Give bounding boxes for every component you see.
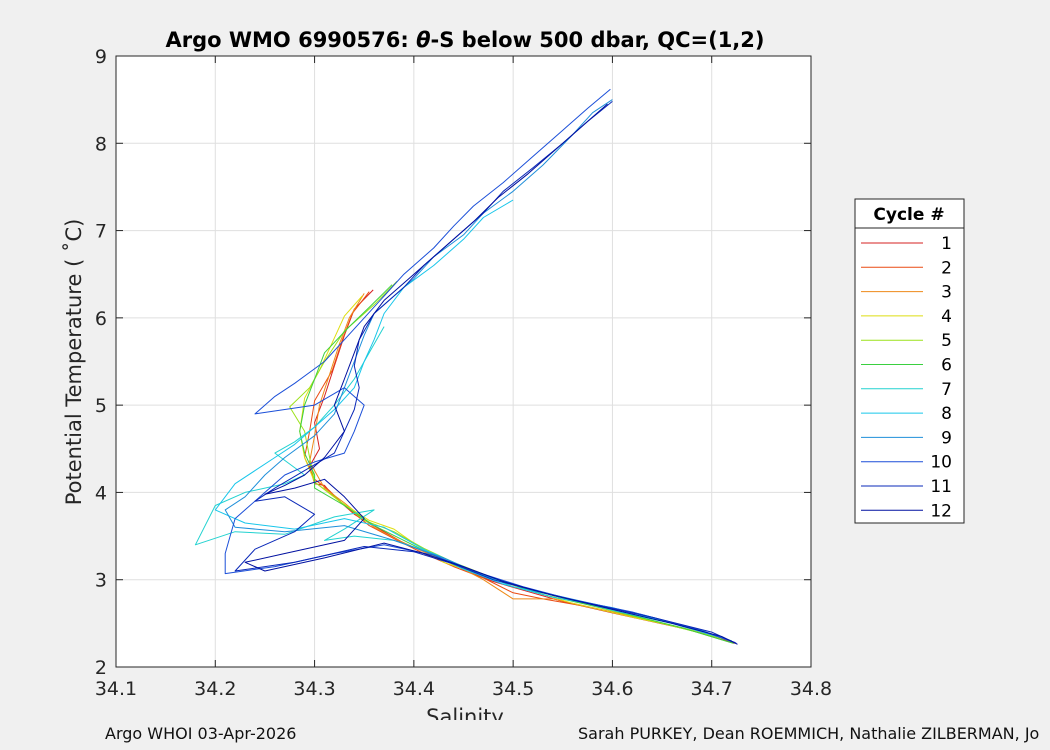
chart-title: Argo WMO 6990576: θ-S below 500 dbar, QC… [165,28,764,52]
footer-left-text: Argo WHOI 03-Apr-2026 [105,724,297,743]
legend-label: 4 [941,307,952,327]
y-tick-label: 5 [95,395,107,417]
legend-title: Cycle # [873,205,944,225]
x-tick-label: 34.7 [691,678,733,700]
footer-right-text: Sarah PURKEY, Dean ROEMMICH, Nathalie ZI… [578,724,1040,743]
y-tick-label: 9 [95,46,107,68]
series-line-cycle-12 [244,103,738,645]
series-lines [194,88,738,645]
plot-area [116,56,811,667]
legend-label: 8 [941,404,952,424]
y-tick-label: 2 [95,657,107,679]
y-tick-label: 7 [95,221,107,243]
legend-label: 5 [941,331,952,351]
legend-label: 11 [930,477,952,497]
y-tick-label: 6 [95,308,107,330]
legend-label: 1 [941,234,952,254]
series-line-cycle-2 [304,291,732,644]
legend-label: 6 [941,356,952,376]
plot-frame [115,55,812,668]
y-axis-ticks: 2 3 4 5 6 7 8 9 [95,46,811,679]
x-axis-ticks: 34.1 34.2 34.3 34.4 34.5 34.6 34.7 34.8 [95,56,832,700]
legend-label: 7 [941,380,952,400]
y-tick-label: 3 [95,570,107,592]
y-tick-label: 8 [95,133,107,155]
series-line-cycle-3 [309,293,722,639]
x-tick-label: 34.8 [790,678,832,700]
x-tick-label: 34.3 [293,678,335,700]
series-line-cycle-8 [214,199,732,642]
legend-label: 3 [941,283,952,303]
legend-label: 2 [941,258,952,278]
legend-box [854,198,965,524]
legend-label: 12 [930,501,952,521]
y-axis-label: Potential Temperature ( ˚C) [62,219,86,506]
series-line-cycle-10 [224,88,736,644]
theta-s-chart: 34.1 34.2 34.3 34.4 34.5 34.6 34.7 34.8 2 3 4 5 6 7 8… [62,28,965,720]
legend-label: 10 [930,453,952,473]
x-tick-label: 34.5 [492,678,534,700]
x-tick-label: 34.4 [393,678,435,700]
x-tick-label: 34.6 [591,678,633,700]
x-axis-label: Salinity [426,705,504,720]
y-tick-label: 4 [95,482,107,504]
x-tick-label: 34.2 [194,678,236,700]
legend-label: 9 [941,428,952,448]
x-tick-label: 34.1 [95,678,137,700]
